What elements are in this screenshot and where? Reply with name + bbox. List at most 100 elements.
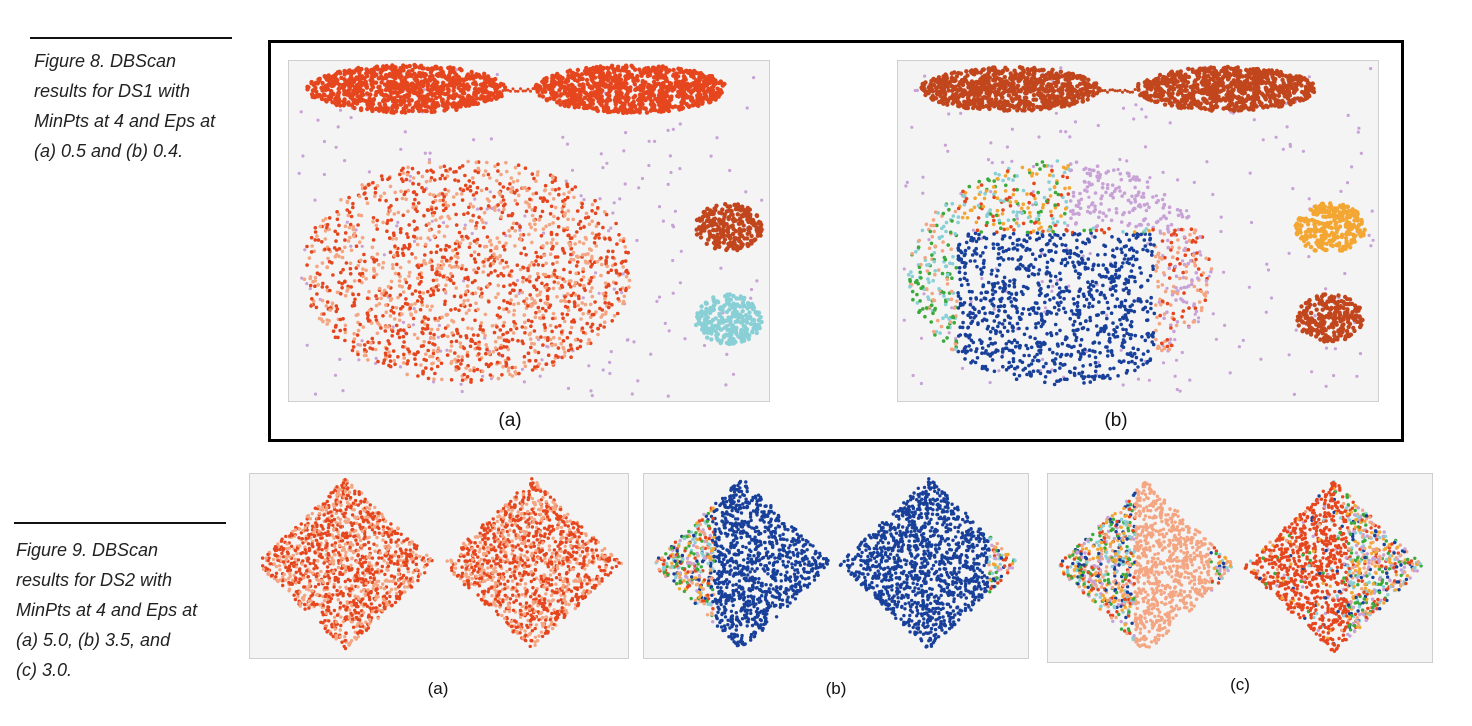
cluster-point xyxy=(402,94,407,99)
noise-point xyxy=(1281,147,1285,151)
cluster-point xyxy=(414,362,418,367)
cluster-point xyxy=(534,83,540,89)
cluster-point xyxy=(372,275,376,279)
cluster-point xyxy=(492,330,497,335)
cluster-point xyxy=(471,181,476,185)
cluster-point xyxy=(474,160,479,165)
cluster-point xyxy=(560,312,565,316)
cluster-point xyxy=(721,233,727,238)
noise-point xyxy=(360,339,364,343)
cluster-point xyxy=(302,277,307,281)
cluster-point xyxy=(449,361,453,366)
cluster-point xyxy=(1002,107,1007,112)
cluster-point xyxy=(580,205,584,210)
cluster-point xyxy=(494,295,498,300)
cluster-point xyxy=(506,186,510,191)
cluster-point xyxy=(374,318,379,322)
noise-point xyxy=(589,389,593,393)
noise-point xyxy=(1037,135,1041,139)
cluster-point xyxy=(392,253,397,258)
noise-point xyxy=(336,125,340,129)
cluster-point xyxy=(728,322,733,327)
cluster-point xyxy=(428,70,434,75)
cluster-point xyxy=(313,226,318,230)
noise-point xyxy=(540,358,544,362)
cluster-point xyxy=(447,259,452,263)
cluster-point xyxy=(538,196,543,200)
cluster-point xyxy=(543,335,547,340)
cluster-point xyxy=(506,357,511,361)
cluster-point xyxy=(395,262,399,267)
cluster-point xyxy=(501,273,506,278)
cluster-point xyxy=(434,250,439,254)
cluster-point xyxy=(604,65,610,71)
noise-point xyxy=(476,207,480,211)
bridge-point xyxy=(521,89,525,93)
cluster-point xyxy=(499,346,503,350)
cluster-point xyxy=(740,204,745,209)
cluster-point xyxy=(530,368,535,372)
cluster-point xyxy=(493,346,498,350)
cluster-point xyxy=(473,260,478,264)
cluster-point xyxy=(524,200,528,204)
cluster-point xyxy=(407,260,411,264)
cluster-point xyxy=(679,83,685,88)
noise-point xyxy=(1067,284,1071,288)
noise-point xyxy=(473,197,477,201)
cluster-point xyxy=(738,320,744,325)
cluster-point xyxy=(602,325,606,329)
cluster-point xyxy=(731,246,736,251)
cluster-point xyxy=(410,87,415,92)
cluster-point xyxy=(719,211,724,216)
noise-point xyxy=(919,381,923,386)
cluster-point xyxy=(596,206,600,210)
cluster-point xyxy=(362,343,367,347)
cluster-point xyxy=(643,90,648,96)
noise-point xyxy=(752,76,756,80)
bridge-point xyxy=(514,89,517,93)
cluster-point xyxy=(501,244,506,249)
cluster-point xyxy=(459,266,464,271)
noise-point xyxy=(322,139,327,144)
cluster-point xyxy=(560,210,564,214)
cluster-point xyxy=(601,292,606,296)
cluster-point xyxy=(425,208,430,212)
cluster-point xyxy=(377,302,382,306)
cluster-point xyxy=(465,374,470,379)
cluster-point xyxy=(710,211,715,217)
cluster-point xyxy=(419,363,423,367)
cluster-point xyxy=(502,231,506,236)
cluster-point xyxy=(580,253,585,257)
cluster-point xyxy=(473,341,478,346)
cluster-point xyxy=(485,347,489,352)
cluster-point xyxy=(499,200,503,204)
cluster-point xyxy=(367,96,372,101)
cluster-point xyxy=(557,336,562,341)
cluster-point xyxy=(550,180,555,184)
cluster-point xyxy=(560,285,565,289)
cluster-point xyxy=(402,356,406,360)
cluster-point xyxy=(481,270,485,274)
cluster-point xyxy=(432,109,437,114)
cluster-point xyxy=(414,192,419,197)
cluster-point xyxy=(464,267,468,272)
cluster-point xyxy=(733,218,738,223)
noise-point xyxy=(598,197,602,201)
cluster-point xyxy=(550,343,554,348)
cluster-point xyxy=(411,316,416,321)
noise-point xyxy=(481,374,485,378)
cluster-point xyxy=(462,212,466,217)
cluster-point xyxy=(398,82,403,87)
cluster-point xyxy=(567,279,572,283)
cluster-point xyxy=(720,83,725,88)
cluster-point xyxy=(561,100,566,105)
cluster-point xyxy=(649,68,654,73)
cluster-point xyxy=(352,234,356,239)
cluster-point xyxy=(681,77,686,83)
noise-point xyxy=(1064,130,1068,134)
cluster-point xyxy=(422,213,426,218)
cluster-point xyxy=(549,232,554,237)
cluster-point xyxy=(604,285,609,289)
bridge-point xyxy=(534,87,537,91)
cluster-point xyxy=(727,204,733,209)
